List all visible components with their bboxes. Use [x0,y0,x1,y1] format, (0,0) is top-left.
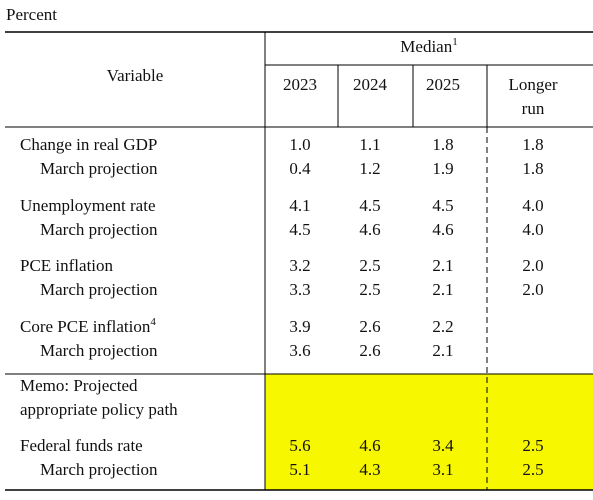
memo-highlight [265,374,593,490]
row-label: Unemployment rate [20,196,156,215]
cell-value: 3.6 [289,341,310,360]
sub-row-label-text: March projection [40,341,158,360]
memo-label: appropriate policy path [20,400,178,419]
footnote-mark: 4 [150,316,156,328]
cell-value: 4.0 [522,220,543,239]
sub-row-label-text: March projection [40,159,158,178]
column-header: 2023 [283,75,317,94]
cell-value: 2.6 [359,341,380,360]
row-label-text: Federal funds rate [20,436,143,455]
cell-value: 2.5 [359,256,380,275]
column-header: 2024 [353,75,388,94]
sub-row-label-text: March projection [40,460,158,479]
row-label-text: PCE inflation [20,256,114,275]
column-header: Longer [508,75,557,94]
unit-label: Percent [6,5,57,24]
sub-row-label-text: March projection [40,280,158,299]
cell-value: 2.1 [432,256,453,275]
row-label: Change in real GDP [20,135,157,154]
cell-value: 2.6 [359,317,380,336]
row-label-text: Change in real GDP [20,135,157,154]
row-label: Federal funds rate [20,436,143,455]
row-label-text: Unemployment rate [20,196,156,215]
cell-value: 4.3 [359,460,380,479]
cell-value: 5.6 [289,436,310,455]
memo-label: Memo: Projected [20,376,138,395]
sub-row-label: March projection [40,280,158,299]
cell-value: 1.2 [359,159,380,178]
cell-value: 2.0 [522,280,543,299]
cell-value: 1.0 [289,135,310,154]
cell-value: 2.1 [432,341,453,360]
sub-row-label-text: March projection [40,220,158,239]
sub-row-label: March projection [40,341,158,360]
cell-value: 3.2 [289,256,310,275]
column-header: 2025 [426,75,460,94]
group-header: Median1 [400,36,457,56]
cell-value: 2.1 [432,280,453,299]
cell-value: 1.8 [522,159,543,178]
cell-value: 2.5 [522,436,543,455]
cell-value: 2.5 [359,280,380,299]
cell-value: 4.5 [289,220,310,239]
row-label: PCE inflation [20,256,114,275]
sub-row-label: March projection [40,220,158,239]
column-header: run [522,99,545,118]
group-header-text: Median [400,37,452,56]
stub-header: Variable [107,66,164,85]
cell-value: 4.0 [522,196,543,215]
cell-value: 3.9 [289,317,310,336]
cell-value: 2.2 [432,317,453,336]
footnote-mark: 1 [452,36,458,48]
cell-value: 3.3 [289,280,310,299]
cell-value: 5.1 [289,460,310,479]
cell-value: 0.4 [289,159,311,178]
sub-row-label: March projection [40,460,158,479]
cell-value: 3.1 [432,460,453,479]
row-label: Core PCE inflation4 [20,316,156,336]
cell-value: 4.6 [359,436,380,455]
row-label-text: Core PCE inflation [20,317,151,336]
cell-value: 1.9 [432,159,453,178]
cell-value: 2.0 [522,256,543,275]
cell-value: 4.5 [432,196,453,215]
cell-value: 1.8 [432,135,453,154]
cell-value: 4.5 [359,196,380,215]
cell-value: 4.1 [289,196,310,215]
cell-value: 4.6 [359,220,380,239]
sub-row-label: March projection [40,159,158,178]
cell-value: 4.6 [432,220,453,239]
cell-value: 2.5 [522,460,543,479]
cell-value: 1.1 [359,135,380,154]
cell-value: 1.8 [522,135,543,154]
cell-value: 3.4 [432,436,454,455]
